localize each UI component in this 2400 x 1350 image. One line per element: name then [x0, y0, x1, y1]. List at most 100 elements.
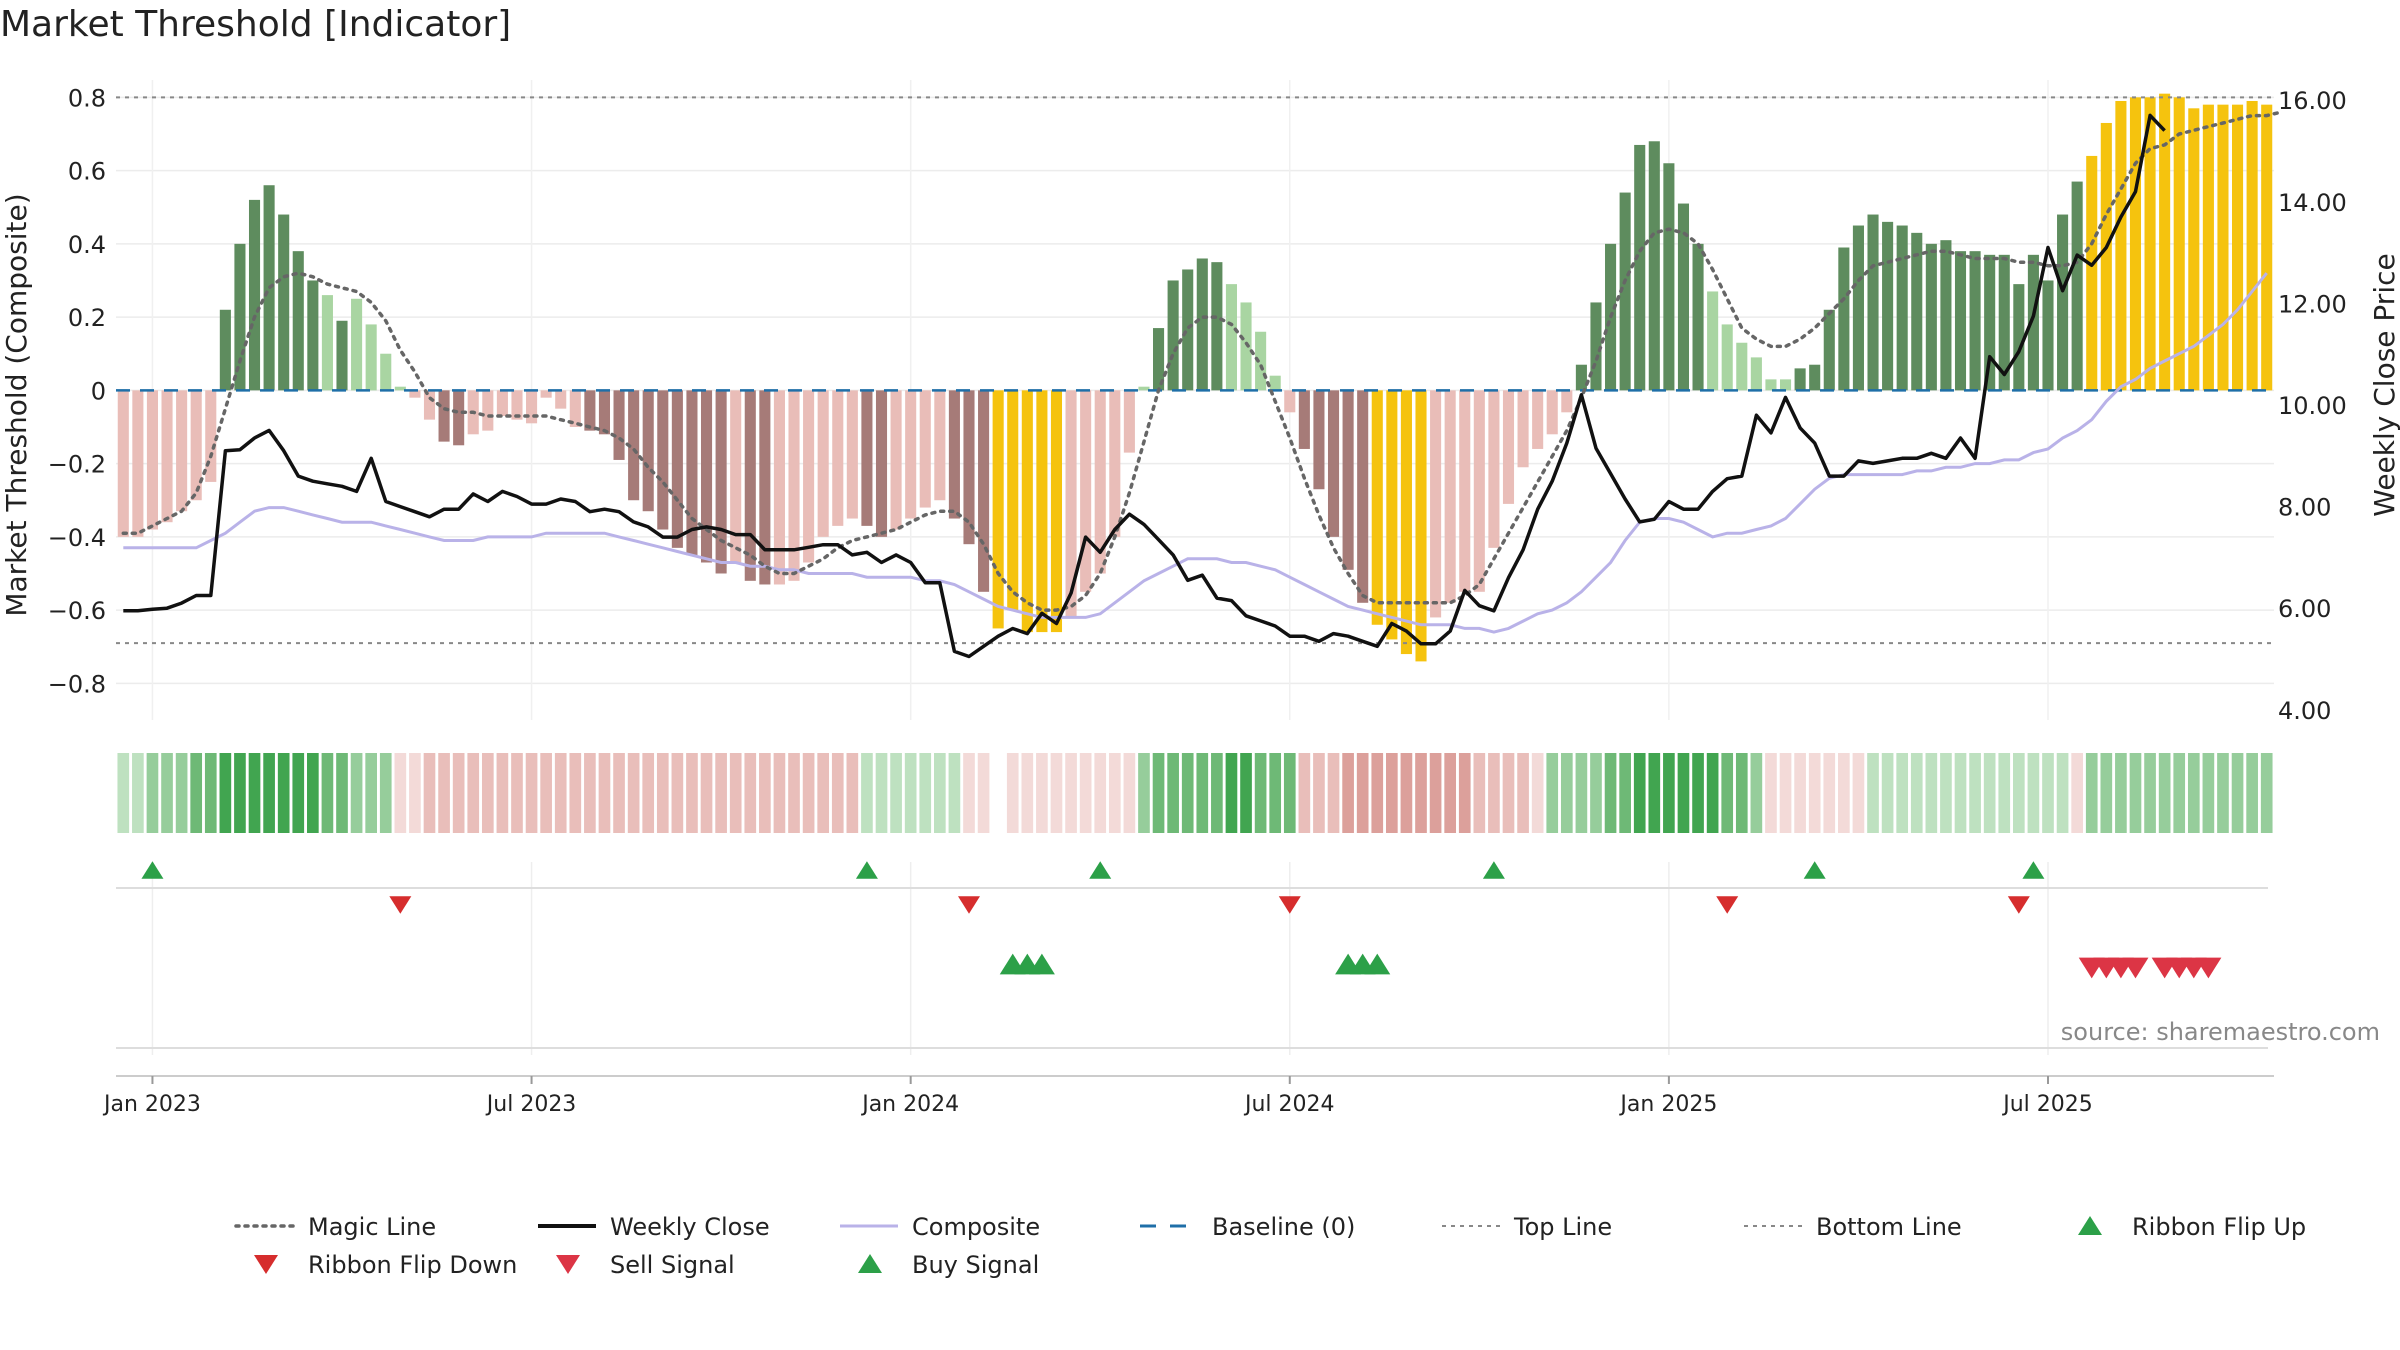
composite-bar: [496, 390, 508, 416]
legend-item: Composite: [840, 1213, 1040, 1241]
composite-bar: [234, 243, 246, 391]
ribbon-cell: [1823, 753, 1836, 833]
ribbon-cell: [1692, 753, 1704, 833]
legend-item: Magic Line: [234, 1213, 436, 1241]
ribbon-cell: [117, 753, 130, 833]
composite-bar: [1109, 390, 1121, 537]
ribbon-cell: [234, 753, 246, 833]
ribbon-cell: [1575, 753, 1588, 833]
legend-item: Weekly Close: [538, 1213, 770, 1241]
composite-bar: [1940, 240, 1952, 391]
ribbon-flip-up-marker: [1803, 861, 1826, 879]
composite-bar: [1284, 390, 1296, 413]
ribbon-cell: [1517, 753, 1529, 833]
composite-bar: [1590, 302, 1602, 391]
y2-tick-label: 6.00: [2278, 595, 2331, 623]
composite-bar: [351, 298, 363, 391]
y2-axis-title: Weekly Close Price: [2368, 253, 2400, 516]
ribbon-cell: [919, 753, 932, 833]
composite-bar: [190, 390, 202, 501]
composite-bar: [2261, 104, 2273, 391]
ribbon-cell: [1765, 753, 1777, 833]
composite-bar: [1473, 390, 1485, 592]
composite-bar: [336, 320, 348, 391]
composite-bar: [292, 251, 304, 391]
composite-bar: [978, 390, 990, 592]
composite-bar: [744, 390, 756, 581]
ribbon-cell: [2158, 753, 2171, 833]
ribbon-cell: [1619, 753, 1631, 833]
composite-bar: [1619, 192, 1631, 391]
ribbon-flip-up-marker: [1482, 861, 1505, 879]
composite-bar: [715, 390, 727, 574]
ribbon-cell: [1094, 753, 1107, 833]
ribbon-cell: [307, 753, 319, 833]
composite-bar: [1575, 364, 1587, 391]
composite-bar: [2217, 104, 2229, 391]
legend-marker: [556, 1255, 580, 1274]
sell-signal-marker: [2122, 957, 2149, 979]
composite-bar: [1182, 269, 1194, 391]
y-tick-label: 0.4: [68, 231, 106, 259]
composite-bar: [1050, 390, 1063, 633]
ribbon-cell: [1181, 753, 1194, 833]
ribbon-cell: [2202, 753, 2215, 833]
ribbon-cell: [584, 753, 596, 833]
grid-layer: [116, 80, 2274, 1055]
composite-bar: [1911, 232, 1923, 391]
y-tick-label: −0.4: [48, 524, 106, 552]
composite-bar: [365, 324, 377, 391]
composite-bar: [846, 390, 858, 519]
composite-bar: [1094, 390, 1106, 574]
composite-line: [123, 272, 2268, 634]
legend-item: Sell Signal: [556, 1251, 735, 1279]
ribbon-cell: [686, 753, 698, 833]
ribbon-cell: [1750, 753, 1763, 833]
composite-bar: [598, 390, 611, 435]
ribbon-flip-up-marker: [1089, 861, 1112, 879]
ribbon-cell: [1808, 753, 1821, 833]
composite-bar: [1794, 368, 1806, 391]
ribbon-cell: [1969, 753, 1981, 833]
composite-bar: [730, 390, 742, 563]
composite-bar: [671, 390, 683, 548]
ribbon-cell: [1356, 753, 1369, 833]
composite-bar: [875, 390, 888, 537]
composite-bar: [1167, 280, 1179, 391]
legend-item: Ribbon Flip Up: [2078, 1213, 2306, 1241]
composite-bar: [832, 390, 844, 526]
ribbon-cell: [379, 753, 392, 833]
ribbon-cell: [1342, 753, 1354, 833]
ribbon-cell: [963, 753, 975, 833]
ribbon-cell: [817, 753, 830, 833]
composite-bar: [890, 390, 902, 530]
ribbon-cell: [1021, 753, 1034, 833]
ribbon-cell: [2012, 753, 2025, 833]
composite-bar: [905, 390, 917, 519]
ribbon-cell: [656, 753, 669, 833]
composite-bar: [1648, 141, 1660, 391]
ribbon-flip-up-marker: [141, 861, 164, 879]
ribbon-cell: [438, 753, 450, 833]
ribbon-cell: [1371, 753, 1384, 833]
ribbon-cell: [1779, 753, 1792, 833]
ribbon-cell: [2173, 753, 2186, 833]
legend-label: Magic Line: [308, 1213, 436, 1241]
legend-marker: [2078, 1216, 2102, 1235]
ribbon-cell: [1735, 753, 1748, 833]
legend-label: Buy Signal: [912, 1251, 1039, 1279]
ribbon-cell: [948, 753, 961, 833]
composite-bar: [584, 390, 596, 431]
ribbon-cell: [715, 753, 727, 833]
ribbon-cell: [452, 753, 465, 833]
x-tick-label: Jan 2024: [860, 1092, 959, 1117]
legend-label: Sell Signal: [610, 1251, 735, 1279]
ribbon-cell: [2231, 753, 2244, 833]
y-tick-label: −0.2: [48, 451, 106, 479]
ribbon-cell: [1881, 753, 1894, 833]
composite-bar: [861, 390, 873, 526]
legend-label: Bottom Line: [1816, 1213, 1962, 1241]
ribbon-cell: [1254, 753, 1267, 833]
ribbon-cell: [744, 753, 757, 833]
ribbon-cell: [613, 753, 625, 833]
